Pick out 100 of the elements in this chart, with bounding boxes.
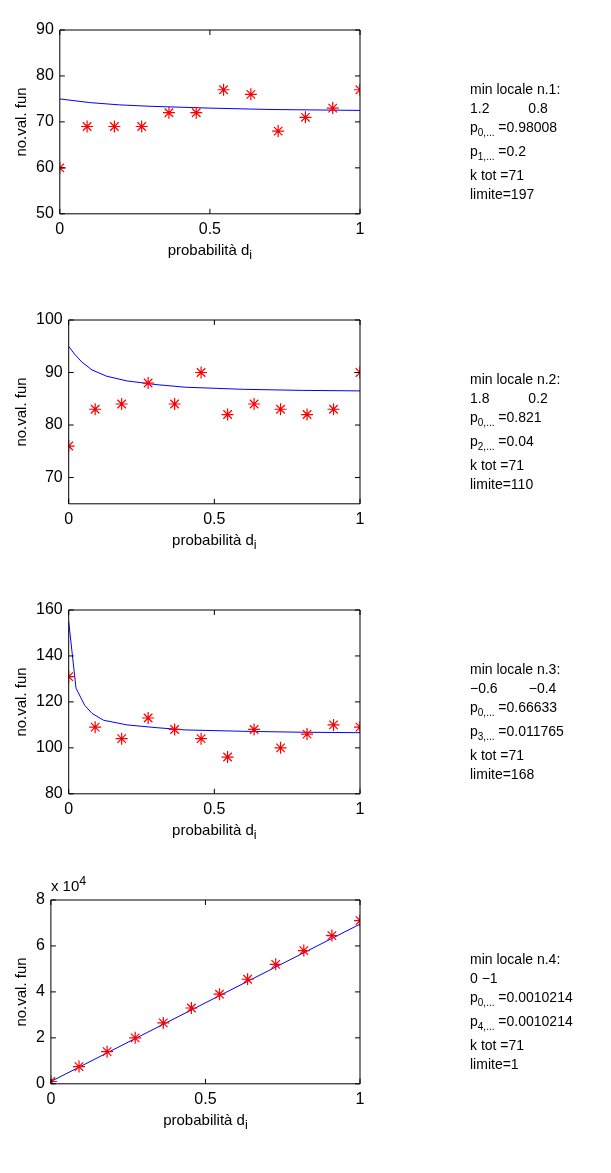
point [325,929,339,943]
point [128,1031,142,1045]
y-tick-label: 80 [36,66,54,84]
point [168,397,182,411]
point [107,119,121,134]
y-tick-label: 2 [35,1028,45,1046]
point [168,722,182,737]
text: k tot =71 [470,745,526,765]
point [221,750,235,764]
point [162,106,176,120]
y-tick-label: 140 [35,646,63,664]
text: p$_{0,...}$ =0.66633 [470,698,559,720]
text: −0.6 −0.4 [470,679,558,698]
point [300,727,314,741]
point [135,119,149,134]
y-tick-label: 80 [44,415,63,433]
point [298,110,313,124]
x-axis-title: probabilità d$_{i}$ [163,1110,248,1132]
x-axis-title: probabilità d$_{i}$ [167,240,253,262]
y-tick-label: 160 [35,600,63,618]
y-tick-label: 60 [36,158,54,176]
y-tick-label: 100 [35,738,63,756]
x-axis-title: probabilità d$_{i}$ [172,820,257,842]
point [212,987,227,1001]
y-tick-label: 4 [35,982,45,1000]
x-tick-label: 0.5 [198,219,222,237]
point [156,1016,170,1030]
x-tick-label: 1 [355,799,365,817]
text: limite=197 [470,184,536,204]
point [221,407,235,422]
x-axis-title: probabilità d$_{i}$ [172,530,257,552]
y-tick-label: 8 [35,890,45,908]
text: 1.2 0.8 [470,99,549,118]
point [184,1001,198,1015]
y-tick-label: 100 [35,310,63,328]
point [72,1059,86,1074]
y-tick-label: 90 [44,362,63,380]
point [216,83,231,97]
text: x 10$^{4}$ [50,874,87,894]
point [300,407,314,422]
point [326,101,340,115]
y-tick-label: 70 [36,112,54,130]
x-tick-label: 1 [355,509,365,527]
text: p$_{3,...}$ =0.011765 [470,721,564,744]
point [241,972,255,986]
point [273,741,288,755]
point [88,402,102,416]
x-tick-label: 0 [64,799,74,817]
point [297,943,311,958]
point [244,87,258,101]
text: p$_{0,...}$ =0.98008 [470,118,559,140]
point [80,119,94,134]
y-axis-title: no.val. fun [11,667,29,737]
point [269,957,283,971]
text: limite=1 [470,1054,520,1074]
text: k tot =71 [470,165,526,185]
y-axis-title: no.val. fun [11,377,29,447]
point [141,376,155,390]
y-axis-title: no.val. fun [11,957,29,1027]
y-tick-label: 6 [35,936,45,954]
point [115,397,129,411]
point [326,718,341,732]
text: min locale n.2: [470,370,561,389]
x-tick-label: 0 [64,509,74,527]
text: min locale n.3: [470,660,562,679]
x-tick-label: 1 [355,1089,365,1107]
text: k tot =71 [470,1035,526,1055]
y-tick-label: 120 [35,692,63,710]
text: p$_{0,...}$ =0.0010214 [470,988,573,1010]
y-tick-label: 50 [36,204,54,222]
text: p$_{4,...}$ =0.0010214 [470,1011,573,1034]
text: min locale n.1: [470,80,561,99]
point [326,402,341,416]
text: 0 −1 [470,969,499,988]
point [100,1045,114,1059]
point [189,106,203,120]
text: min locale n.4: [470,950,562,969]
y-tick-label: 80 [44,784,63,802]
point [273,402,288,416]
point [141,711,155,725]
y-axis-title: no.val. fun [11,87,29,157]
text: limite=110 [470,474,535,494]
point [194,732,208,746]
y-tick-label: 0 [35,1074,45,1092]
text: p$_{2,...}$ =0.04 [470,431,535,454]
point [115,732,129,746]
y-tick-label: 70 [44,467,63,485]
y-tick-label: 90 [36,20,54,38]
text: 1.8 0.2 [470,389,549,408]
point [194,365,208,380]
point [247,397,261,411]
text: p$_{1,...}$ =0.2 [470,141,527,164]
point [271,124,285,138]
text: p$_{0,...}$ =0.821 [470,408,543,430]
text: limite=168 [470,764,536,784]
text: k tot =71 [470,455,526,475]
x-tick-label: 0.5 [203,509,226,527]
x-tick-label: 0.5 [194,1089,217,1107]
point [88,720,102,734]
point [247,722,261,737]
